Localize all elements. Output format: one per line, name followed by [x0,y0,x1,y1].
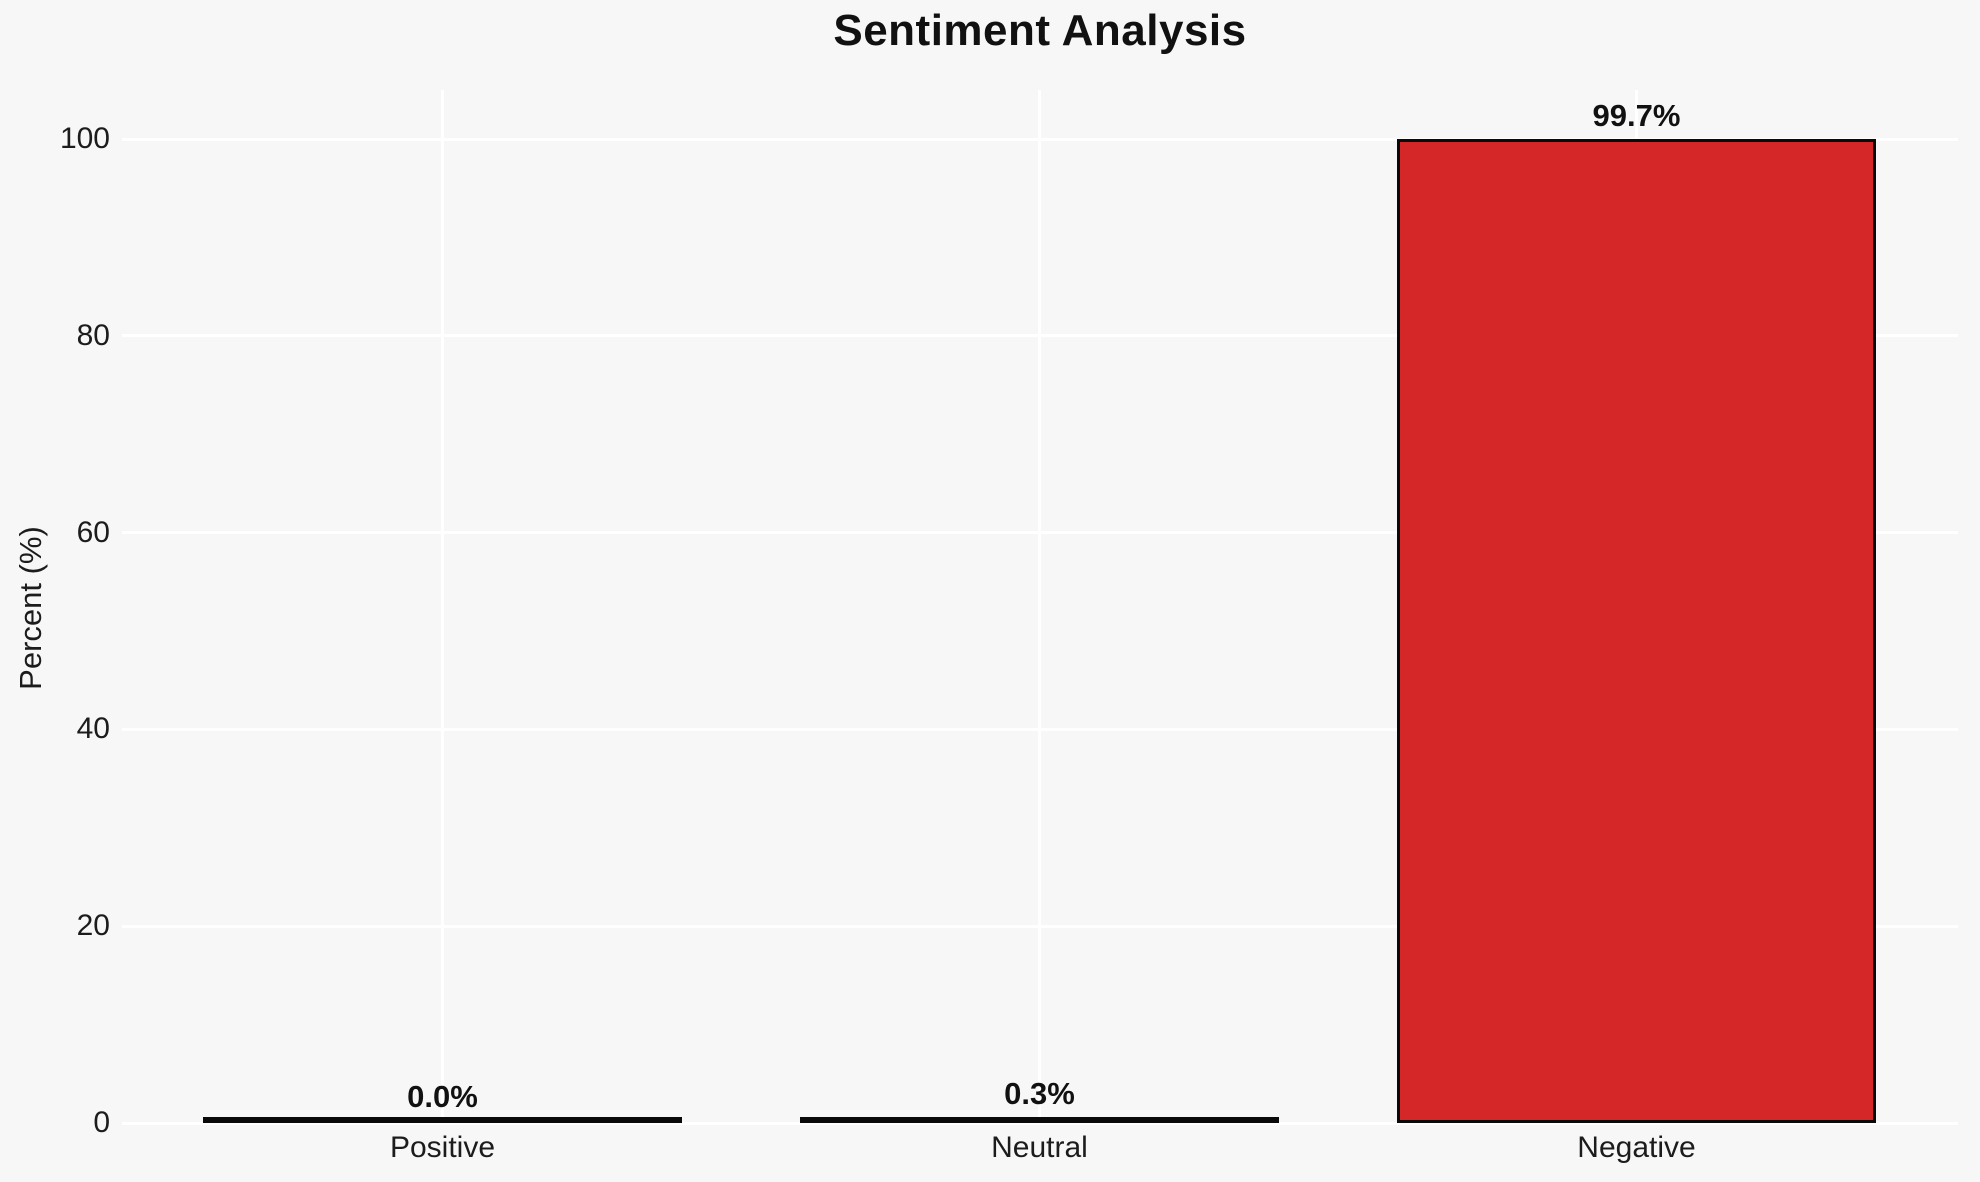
y-tick-label-20: 20 [76,909,110,943]
y-tick-label-60: 60 [76,515,110,549]
bar-negative [1397,139,1876,1123]
bar-positive [203,1117,682,1123]
value-label-neutral: 0.3% [1004,1076,1075,1111]
gridline-v-neutral [1038,90,1041,1123]
gridline-v-positive [441,90,444,1123]
value-label-positive: 0.0% [407,1079,478,1114]
y-tick-label-80: 80 [76,318,110,352]
y-tick-label-100: 100 [59,122,110,155]
y-tick-label-0: 0 [93,1106,110,1139]
bar-neutral [800,1117,1279,1123]
y-axis-label: Percent (%) [13,526,48,690]
y-tick-label-40: 40 [76,712,110,746]
gridline-h-0 [122,1121,1958,1125]
value-label-negative: 99.7% [1592,98,1681,133]
chart-title: Sentiment Analysis [833,6,1247,55]
x-tick-label-neutral: Neutral [991,1131,1088,1164]
plot-area [122,90,1958,1125]
x-tick-label-positive: Positive [389,1131,496,1164]
x-tick-label-negative: Negative [1577,1131,1696,1164]
